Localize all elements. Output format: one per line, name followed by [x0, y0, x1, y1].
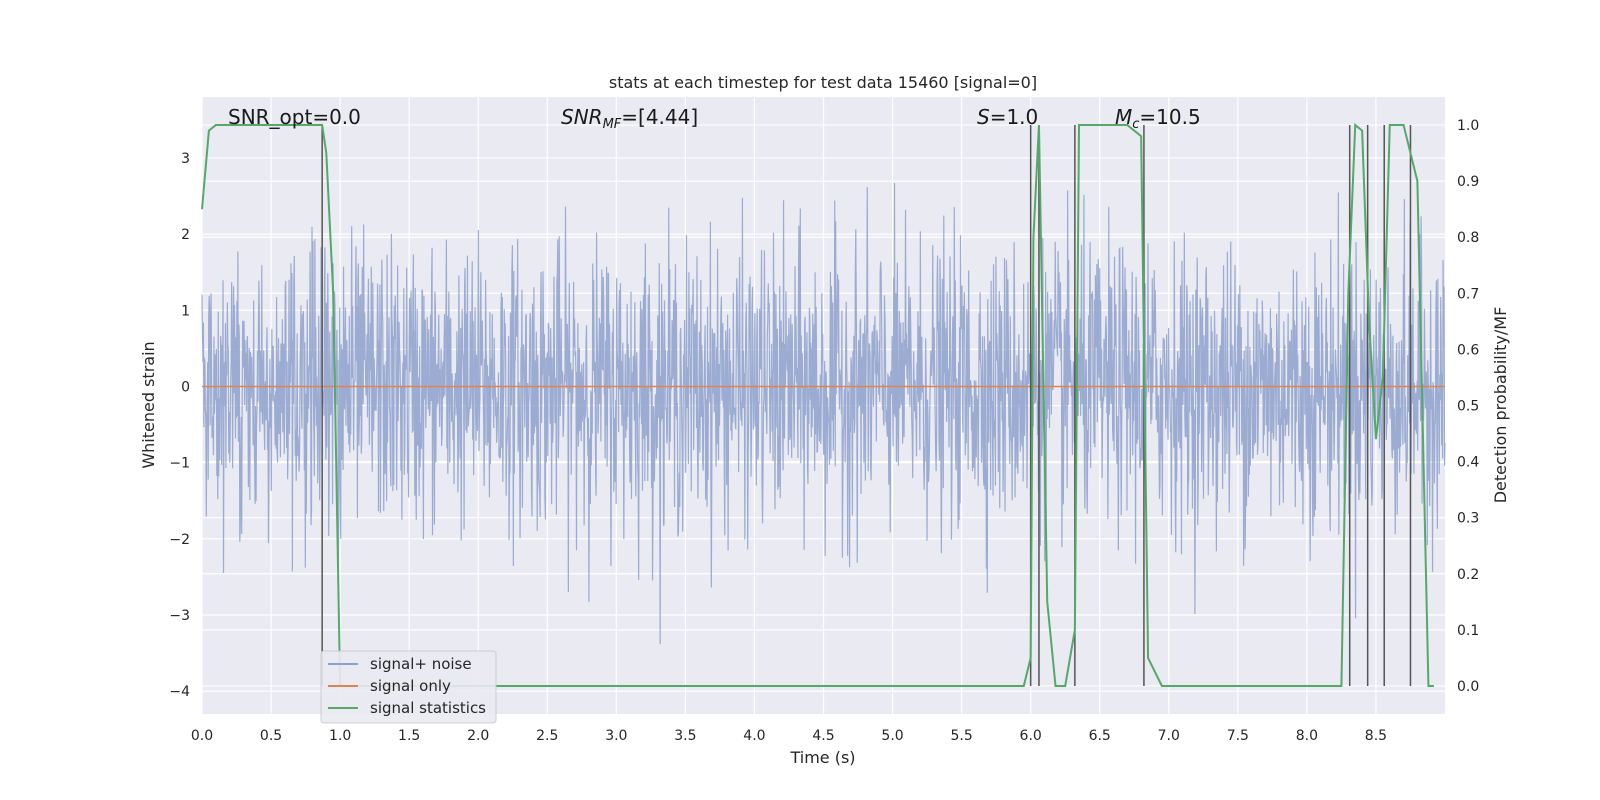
x-tick-label: 2.5 — [536, 728, 558, 744]
tick-labels: 0.0 0.5 1.0 1.5 2.0 2.5 3.0 3.5 4.0 4.5 5.0 5.5 6.0 6… — [169, 118, 1479, 744]
x-tick-label: 0.0 — [191, 728, 213, 744]
annotation-s: S=1.0 — [977, 105, 1038, 129]
series-signal-plus-noise — [201, 183, 1446, 645]
x-tick-label: 5.5 — [950, 728, 972, 744]
y-right-tick-label: 0.1 — [1457, 623, 1479, 639]
x-tick-label: 2.0 — [467, 728, 489, 744]
y-left-tick-label: −1 — [169, 456, 190, 472]
y-left-tick-label: 3 — [181, 151, 190, 167]
y-right-tick-label: 0.2 — [1457, 567, 1479, 583]
y-right-tick-label: 0.6 — [1457, 342, 1479, 358]
x-tick-label: 7.5 — [1227, 728, 1249, 744]
legend-box — [320, 650, 497, 724]
x-tick-label: 8.5 — [1365, 728, 1387, 744]
series-signal-statistics — [201, 123, 1434, 687]
y-right-tick-label: 0.5 — [1457, 399, 1479, 415]
annotation-snr-opt: SNR_opt=0.0 — [228, 105, 361, 129]
x-tick-label: 7.0 — [1158, 728, 1180, 744]
y-right-tick-label: 0.0 — [1457, 679, 1479, 695]
legend-label-signal-only: signal only — [370, 677, 451, 695]
x-tick-label: 6.5 — [1089, 728, 1111, 744]
y-left-tick-label: 2 — [181, 227, 190, 243]
y-axis-label-right: Detection probability/MF — [1491, 307, 1510, 504]
y-right-tick-label: 0.9 — [1457, 174, 1479, 190]
x-tick-label: 1.0 — [329, 728, 351, 744]
chart-title: stats at each timestep for test data 154… — [609, 73, 1037, 92]
legend-label-signal-statistics: signal statistics — [370, 699, 486, 717]
y-right-tick-label: 0.8 — [1457, 230, 1479, 246]
annotation-snr-mf: SNRMF=[4.44] — [561, 105, 698, 132]
signal-statistics-line — [201, 123, 1434, 687]
y-left-tick-label: −4 — [169, 684, 190, 700]
y-right-tick-label: 0.3 — [1457, 511, 1479, 527]
x-tick-label: 3.5 — [674, 728, 696, 744]
x-tick-label: 6.0 — [1020, 728, 1042, 744]
y-left-tick-label: −2 — [169, 532, 190, 548]
x-tick-label: 4.5 — [812, 728, 834, 744]
x-tick-label: 8.0 — [1296, 728, 1318, 744]
y-right-tick-label: 1.0 — [1457, 118, 1479, 134]
annotation-mc: Mc=10.5 — [1115, 105, 1201, 132]
x-tick-label: 1.5 — [398, 728, 420, 744]
y-left-tick-label: 1 — [181, 303, 190, 319]
y-right-tick-label: 0.7 — [1457, 286, 1479, 302]
y-left-tick-label: −3 — [169, 608, 190, 624]
legend-label-signal-plus-noise: signal+ noise — [370, 655, 472, 673]
legend: signal+ noise signal only signal statist… — [320, 650, 497, 724]
y-axis-label-left: Whitened strain — [139, 341, 158, 468]
y-right-tick-label: 0.4 — [1457, 455, 1479, 471]
x-tick-label: 4.0 — [743, 728, 765, 744]
noise-line — [201, 183, 1446, 645]
x-tick-label: 0.5 — [260, 728, 282, 744]
x-tick-label: 3.0 — [605, 728, 627, 744]
x-tick-label: 5.0 — [881, 728, 903, 744]
y-left-tick-label: 0 — [181, 379, 190, 395]
x-axis-label: Time (s) — [789, 748, 855, 767]
